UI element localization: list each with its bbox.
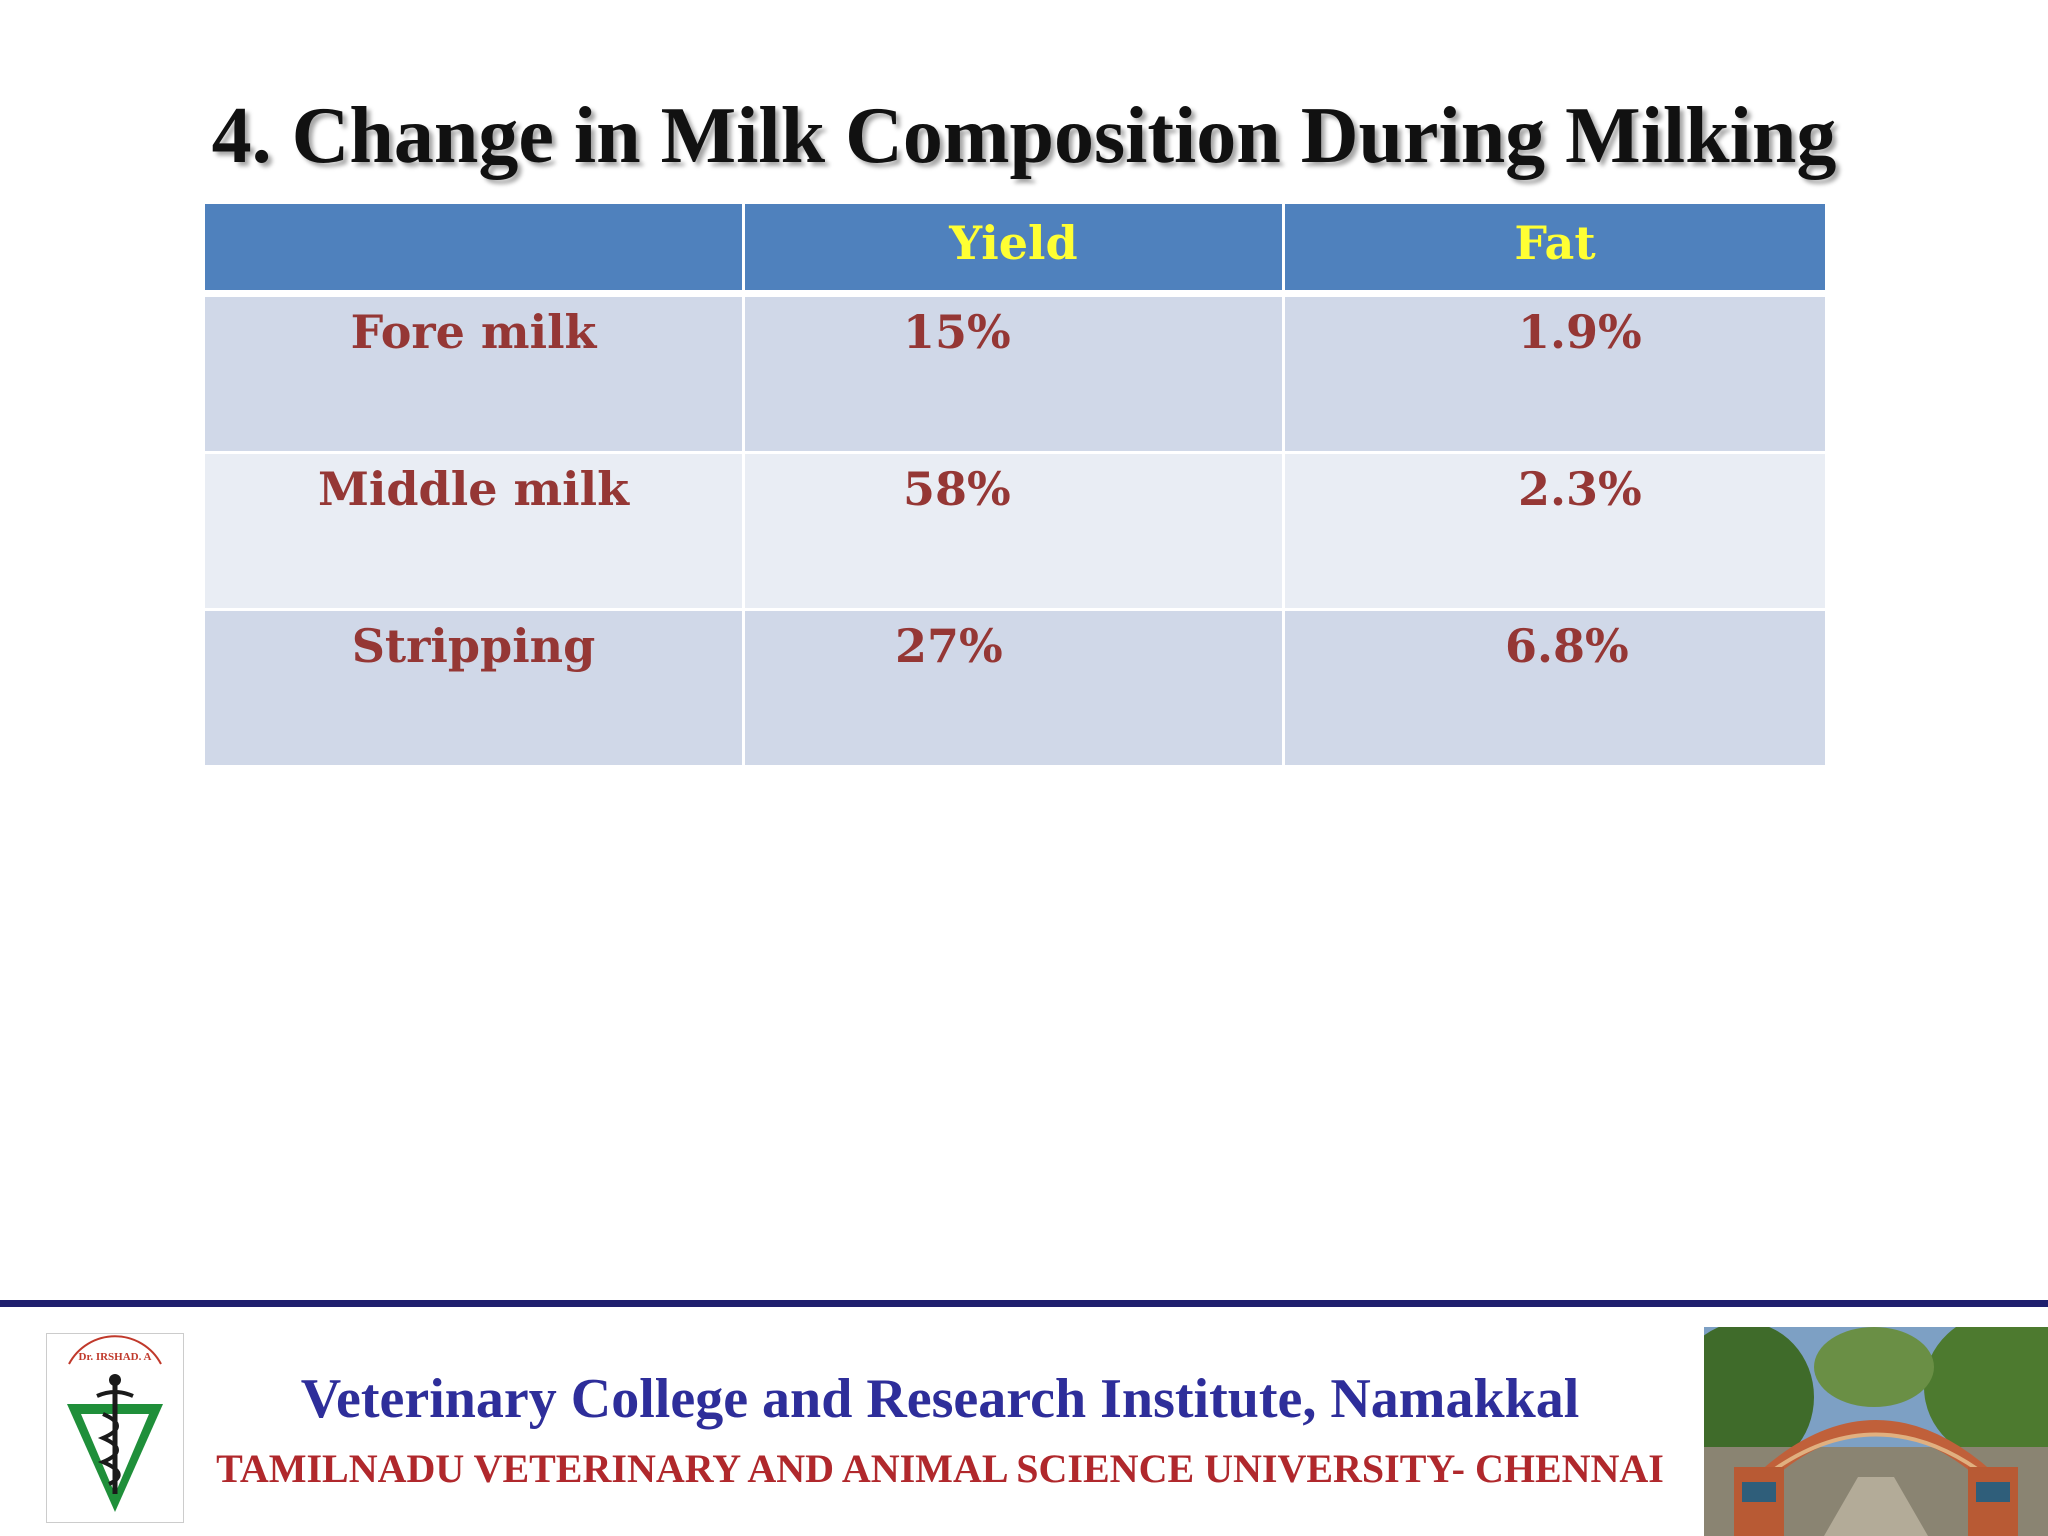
- composition-table: Yield Fat Fore milk 15% 1.9% Middle milk…: [205, 204, 1825, 768]
- college-logo: Dr. IRSHAD. A: [46, 1333, 184, 1523]
- svg-text:Dr. IRSHAD. A: Dr. IRSHAD. A: [79, 1351, 152, 1363]
- footer-banner: Dr. IRSHAD. A Veterinary College and Res…: [0, 1307, 2048, 1536]
- fat-value: 6.8%: [1285, 611, 1825, 768]
- header-fat: Fat: [1285, 204, 1825, 297]
- table-row: Middle milk 58% 2.3%: [205, 454, 1825, 611]
- fat-value: 1.9%: [1285, 297, 1825, 454]
- table-row: Stripping 27% 6.8%: [205, 611, 1825, 768]
- university-name: TAMILNADU VETERINARY AND ANIMAL SCIENCE …: [216, 1446, 1664, 1491]
- college-name: Veterinary College and Research Institut…: [300, 1368, 1580, 1430]
- caduceus-logo-icon: Dr. IRSHAD. A: [67, 1335, 163, 1512]
- campus-gate-photo: [1704, 1327, 2048, 1536]
- table-row: Fore milk 15% 1.9%: [205, 297, 1825, 454]
- row-label: Middle milk: [205, 454, 745, 611]
- fat-value: 2.3%: [1285, 454, 1825, 611]
- yield-value: 15%: [745, 297, 1285, 454]
- header-yield: Yield: [745, 204, 1285, 297]
- header-empty: [205, 204, 745, 297]
- table-header-row: Yield Fat: [205, 204, 1825, 297]
- footer-divider: [0, 1300, 2048, 1307]
- yield-value: 27%: [745, 611, 1285, 768]
- row-label: Fore milk: [205, 297, 745, 454]
- campus-gate-image: [1704, 1327, 2048, 1536]
- slide-title: 4. Change in Milk Composition During Mil…: [211, 92, 1837, 180]
- row-label: Stripping: [205, 611, 745, 768]
- yield-value: 58%: [745, 454, 1285, 611]
